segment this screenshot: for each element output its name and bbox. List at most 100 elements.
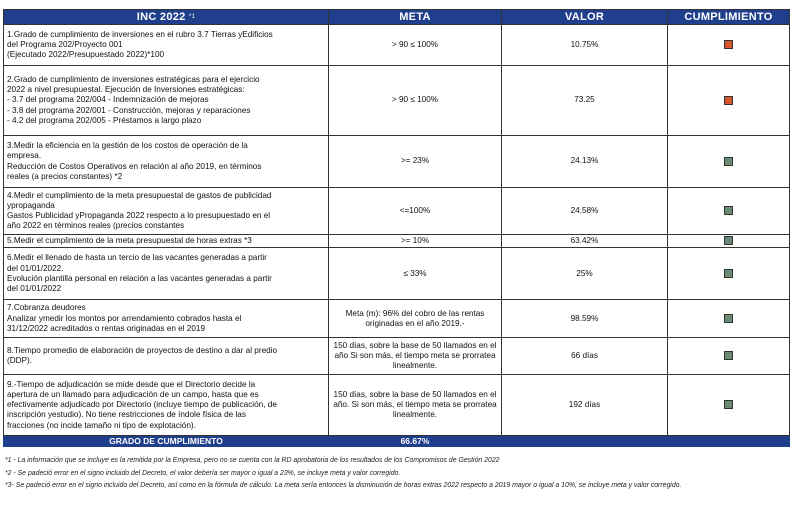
indicator-description: 8.Tiempo promedio de elaboración de proy…	[3, 337, 329, 376]
footnote-3: *3- Se padeció error en el signo incluid…	[5, 482, 682, 489]
description-line: (DDP).	[7, 356, 33, 366]
meta-line: 150 días, sobre la base de 50 llamados e…	[333, 389, 497, 399]
meta-line: linealmente.	[392, 361, 438, 371]
description-line: 5.Medir el cumplimiento de la meta presu…	[7, 236, 252, 245]
meta-line: año Si son más, el tiempo meta se prorra…	[334, 351, 496, 361]
status-green-square-icon	[724, 206, 733, 216]
indicator-compliance	[667, 233, 790, 249]
indicator-description: 4.Medir el cumplimiento de la meta presu…	[3, 187, 329, 235]
indicator-compliance	[667, 337, 790, 376]
description-line: fracciones (no incide tamaño ni tipo de …	[7, 420, 196, 430]
indicator-meta: >= 23%	[328, 135, 502, 188]
description-line: 8.Tiempo promedio de elaboración de proy…	[7, 346, 278, 355]
description-line: 9.-Tiempo de adjudicación se mide desde …	[7, 379, 256, 389]
description-line: - 4.2 del programa 202/005 - Préstamos a…	[7, 115, 202, 125]
footnotes: *1 - La información que se incluye es la…	[5, 456, 790, 494]
status-green-square-icon	[724, 156, 733, 166]
status-green-square-icon	[724, 313, 733, 323]
indicator-compliance	[667, 24, 790, 66]
indicator-description: 9.-Tiempo de adjudicación se mide desde …	[3, 374, 329, 437]
status-green-square-icon	[724, 351, 733, 361]
total-empty-cell	[501, 435, 668, 448]
meta-line: >= 10%	[400, 236, 430, 245]
footnote-2: *2 - Se padeció error en el signo inclui…	[5, 469, 401, 477]
indicator-meta: Meta (m): 96% del cobro de las rentas ori…	[328, 299, 502, 339]
header-valor: VALOR	[501, 9, 668, 25]
indicator-description: 6.Medir el llenado de hasta un tercio de…	[3, 247, 329, 301]
inc-table: INC 2022 *1 META VALOR CUMPLIMIENTO 1.Gr…	[3, 9, 790, 448]
status-green-square-icon	[724, 236, 733, 246]
description-line: reales (a precios constantes) *2	[7, 171, 123, 181]
indicator-value: 24.13%	[501, 135, 668, 188]
indicator-value: 98.59%	[501, 299, 668, 339]
description-line: Reducción de Costos Operativos en relaci…	[7, 161, 262, 171]
footnote-1: *1 - La información que se incluye es la…	[5, 457, 500, 464]
indicator-meta: ≤ 33%	[328, 247, 502, 301]
description-line: 2022 a nivel presupuestal. Ejecución de …	[7, 85, 245, 95]
table-row: 4.Medir el cumplimiento de la meta presu…	[3, 187, 790, 235]
indicator-compliance	[667, 135, 790, 188]
description-line: 1.Grado de cumplimiento de inversiones e…	[7, 29, 273, 39]
description-line: ypropaganda	[7, 200, 55, 210]
meta-line: originadas en el año 2019.-	[365, 318, 465, 328]
indicator-meta: 150 días, sobre la base de 50 llamados e…	[328, 337, 502, 376]
table-row: 7.Cobranza deudores Analizar ymedir los m…	[3, 299, 790, 339]
table-row: 5.Medir el cumplimiento de la meta presu…	[3, 233, 790, 249]
indicator-meta: 150 días, sobre la base de 50 llamados e…	[328, 374, 502, 437]
meta-line: > 90 ≤ 100%	[391, 39, 439, 49]
indicator-value: 66 días	[501, 337, 668, 376]
description-line: 3.Medir la eficiencia en la gestión de l…	[7, 141, 248, 151]
description-line: del 01/01/2022	[7, 283, 62, 293]
indicator-description: 3.Medir la eficiencia en la gestión de l…	[3, 135, 329, 188]
total-label: GRADO DE CUMPLIMIENTO	[3, 435, 329, 448]
header-inc: INC 2022 *1	[3, 9, 329, 25]
total-row: GRADO DE CUMPLIMIENTO 66.67%	[3, 435, 790, 448]
indicator-value: 63.42%	[501, 233, 668, 249]
status-green-square-icon	[724, 400, 733, 410]
description-line: - 3.8 del programa 202/001 - Construcció…	[7, 105, 251, 115]
indicator-compliance	[667, 247, 790, 301]
meta-line: linealmente.	[392, 410, 438, 420]
indicator-value: 73.25	[501, 65, 668, 136]
table-body: 1.Grado de cumplimiento de inversiones e…	[3, 24, 790, 448]
indicator-value: 25%	[501, 247, 668, 301]
table-row: 8.Tiempo promedio de elaboración de proy…	[3, 337, 790, 376]
meta-line: ≤ 33%	[403, 268, 427, 278]
header-meta: META	[328, 9, 502, 25]
header-inc-footnote: *1	[188, 13, 196, 20]
indicator-meta: <=100%	[328, 187, 502, 235]
status-red-square-icon	[724, 95, 733, 105]
description-line: 6.Medir el llenado de hasta un tercio de…	[7, 253, 267, 263]
indicator-description: 2.Grado de cumplimiento de inversiones e…	[3, 65, 329, 136]
table-row: 3.Medir la eficiencia en la gestión de l…	[3, 135, 790, 188]
description-line: año 2022 en términos reales (precios con…	[7, 221, 185, 231]
description-line: 7.Cobranza deudores	[7, 303, 86, 313]
indicator-compliance	[667, 187, 790, 235]
indicator-meta: > 90 ≤ 100%	[328, 24, 502, 66]
description-line: 31/12/2022 acreditados o rentas originad…	[7, 323, 206, 333]
meta-line: Meta (m): 96% del cobro de las rentas	[345, 308, 485, 318]
indicator-value: 10.75%	[501, 24, 668, 66]
header-row: INC 2022 *1 META VALOR CUMPLIMIENTO	[3, 9, 790, 25]
table-row: 1.Grado de cumplimiento de inversiones e…	[3, 24, 790, 66]
total-empty-cell	[667, 435, 790, 448]
description-line: 4.Medir el cumplimiento de la meta presu…	[7, 190, 272, 200]
indicator-compliance	[667, 374, 790, 437]
description-line: Gastos Publicidad yPropaganda 2022 respe…	[7, 211, 271, 220]
indicator-compliance	[667, 65, 790, 136]
description-line: efectivamente adjudicado por Directorio …	[7, 400, 277, 410]
indicator-meta: > 90 ≤ 100%	[328, 65, 502, 136]
indicator-description: 5.Medir el cumplimiento de la meta presu…	[3, 233, 329, 249]
total-value: 66.67%	[328, 435, 502, 448]
indicator-description: 7.Cobranza deudores Analizar ymedir los m…	[3, 299, 329, 339]
status-green-square-icon	[724, 268, 733, 278]
header-cumplimiento: CUMPLIMIENTO	[667, 9, 790, 25]
meta-line: > 90 ≤ 100%	[391, 95, 439, 105]
description-line: del 01/01/2022.	[7, 263, 64, 273]
table-row: 2.Grado de cumplimiento de inversiones e…	[3, 65, 790, 136]
description-line: Evolución plantilla personal en relación…	[7, 273, 272, 283]
indicator-value: 192 días	[501, 374, 668, 437]
description-line: Analizar ymedir los montos por arrendami…	[7, 313, 242, 323]
meta-line: 150 días, sobre la base de 50 llamados e…	[333, 340, 497, 350]
indicator-compliance	[667, 299, 790, 339]
